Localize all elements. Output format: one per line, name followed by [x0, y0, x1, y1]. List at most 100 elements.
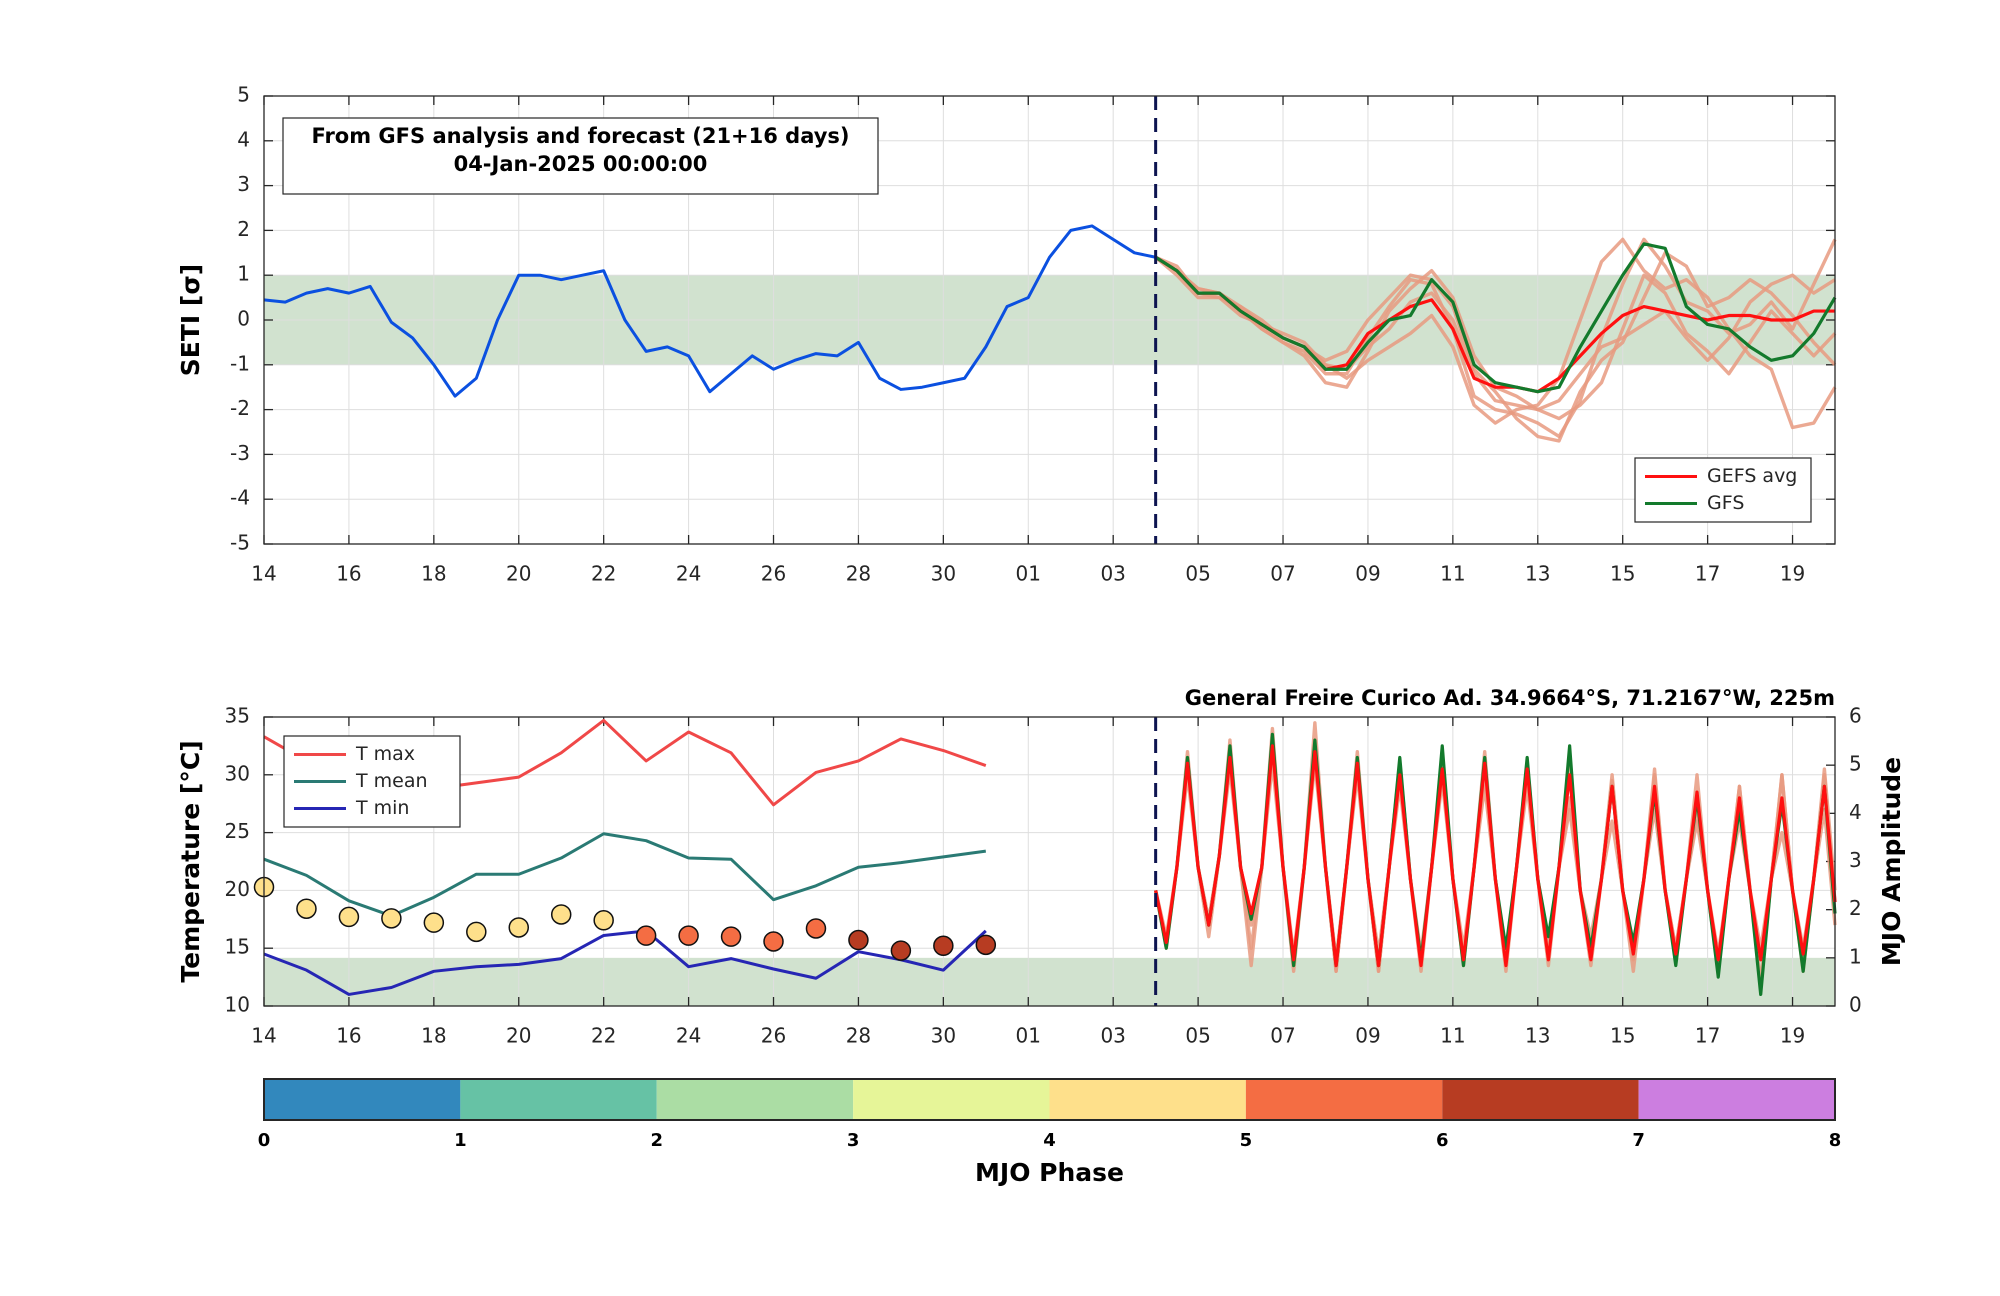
y2-tick-label: 5: [1849, 752, 1862, 776]
legend-label: GFS: [1707, 492, 1744, 514]
mjo-point: [975, 934, 997, 956]
x-tick-label: 16: [336, 1024, 361, 1048]
x-tick-label: 19: [1780, 1024, 1805, 1048]
annotation-text: From GFS analysis and forecast (21+16 da…: [311, 124, 849, 148]
colorbar-segment: [264, 1079, 461, 1120]
x-tick-label: 09: [1355, 1024, 1380, 1048]
chart-title: General Freire Curico Ad. 34.9664°S, 71.…: [1185, 686, 1835, 710]
series-line: [263, 224, 1156, 398]
x-tick-label: 13: [1525, 1024, 1550, 1048]
x-tick-label: 26: [761, 1024, 786, 1048]
x-tick-label: 14: [251, 1024, 276, 1048]
mjo-point: [890, 940, 912, 961]
mjo-point: [848, 929, 869, 951]
y-tick-label: 35: [225, 704, 250, 728]
x-tick-label: 03: [1100, 1024, 1125, 1048]
x-tick-label: 20: [506, 562, 531, 586]
x-tick-label: 30: [931, 1024, 956, 1048]
y-tick-label: -4: [230, 486, 250, 510]
mjo-point: [381, 908, 402, 929]
axes-frame: [263, 716, 1836, 1007]
x-tick-label: 28: [846, 562, 871, 586]
y-tick-label: 2: [237, 217, 250, 241]
y-axis-label: SETI [σ]: [176, 264, 205, 376]
mjo-point: [466, 921, 487, 943]
colorbar-tick-label: 2: [650, 1130, 663, 1151]
y-tick-label: 3: [237, 172, 250, 196]
x-tick-label: 07: [1270, 562, 1295, 586]
y2-tick-label: 2: [1849, 896, 1862, 920]
y-tick-label: 5: [237, 83, 250, 107]
mjo-point: [720, 926, 742, 947]
legend-box: [1634, 457, 1812, 523]
x-tick-label: 01: [1016, 562, 1041, 586]
mjo-point: [550, 904, 572, 925]
x-tick-label: 05: [1185, 1024, 1210, 1048]
x-tick-label: 15: [1610, 562, 1635, 586]
y-tick-label: 10: [225, 993, 250, 1017]
colorbar-tick-label: 5: [1240, 1130, 1253, 1151]
y-tick-label: 15: [225, 935, 250, 959]
y-tick-label: 4: [237, 127, 250, 151]
colorbar-segment: [1049, 1079, 1246, 1120]
x-tick-label: 24: [676, 562, 701, 586]
y-tick-label: -1: [230, 351, 250, 375]
band: [264, 957, 1835, 1006]
legend-label: T min: [355, 797, 409, 819]
y2-axis-label: MJO Amplitude: [1877, 757, 1906, 966]
annotation-text: 04-Jan-2025 00:00:00: [454, 152, 708, 176]
x-tick-label: 17: [1695, 562, 1720, 586]
x-tick-label: 18: [421, 562, 446, 586]
colorbar-tick-label: 0: [258, 1130, 271, 1151]
mjo-point: [933, 935, 954, 957]
y-tick-label: -5: [230, 531, 250, 555]
y-tick-label: 25: [225, 819, 250, 843]
x-tick-label: 22: [591, 562, 616, 586]
colorbar-tick-label: 7: [1632, 1130, 1645, 1151]
legend-label: T max: [355, 743, 415, 765]
mjo-point: [338, 906, 360, 928]
mjo-point: [593, 910, 614, 931]
mjo-point: [635, 925, 657, 946]
x-tick-label: 30: [931, 562, 956, 586]
colorbar-segment: [1638, 1079, 1835, 1120]
series-line: [263, 929, 987, 996]
x-tick-label: 28: [846, 1024, 871, 1048]
series-line: [1154, 242, 1837, 394]
colorbar-segment: [1442, 1079, 1639, 1120]
colorbar-segment: [853, 1079, 1050, 1120]
colorbar-tick-label: 1: [454, 1130, 467, 1151]
x-tick-label: 16: [336, 562, 361, 586]
y-axis-label: Temperature [°C]: [176, 740, 205, 982]
x-tick-label: 26: [761, 562, 786, 586]
mjo-point: [296, 898, 317, 919]
y2-tick-label: 6: [1849, 704, 1862, 728]
mjo-point: [678, 925, 699, 946]
legend-label: T mean: [355, 770, 428, 792]
annotation-box: [282, 117, 879, 195]
y2-tick-label: 1: [1849, 944, 1862, 968]
x-tick-label: 22: [591, 1024, 616, 1048]
mjo-point: [805, 918, 827, 939]
mjo-point: [423, 912, 445, 933]
x-tick-label: 15: [1610, 1024, 1635, 1048]
x-tick-label: 24: [676, 1024, 701, 1048]
x-tick-label: 14: [251, 562, 276, 586]
colorbar-tick-label: 8: [1829, 1130, 1842, 1151]
colorbar-tick-label: 4: [1043, 1130, 1056, 1151]
y-tick-label: 0: [237, 307, 250, 331]
mjo-point: [763, 931, 784, 952]
x-tick-label: 03: [1100, 562, 1125, 586]
y2-tick-label: 0: [1849, 993, 1862, 1017]
x-tick-label: 17: [1695, 1024, 1720, 1048]
y2-tick-label: 4: [1849, 800, 1862, 824]
x-tick-label: 07: [1270, 1024, 1295, 1048]
series-line: [1154, 744, 1837, 968]
x-tick-label: 05: [1185, 562, 1210, 586]
x-tick-label: 11: [1440, 562, 1465, 586]
y-tick-label: 30: [225, 761, 250, 785]
y-tick-label: -3: [230, 441, 250, 465]
